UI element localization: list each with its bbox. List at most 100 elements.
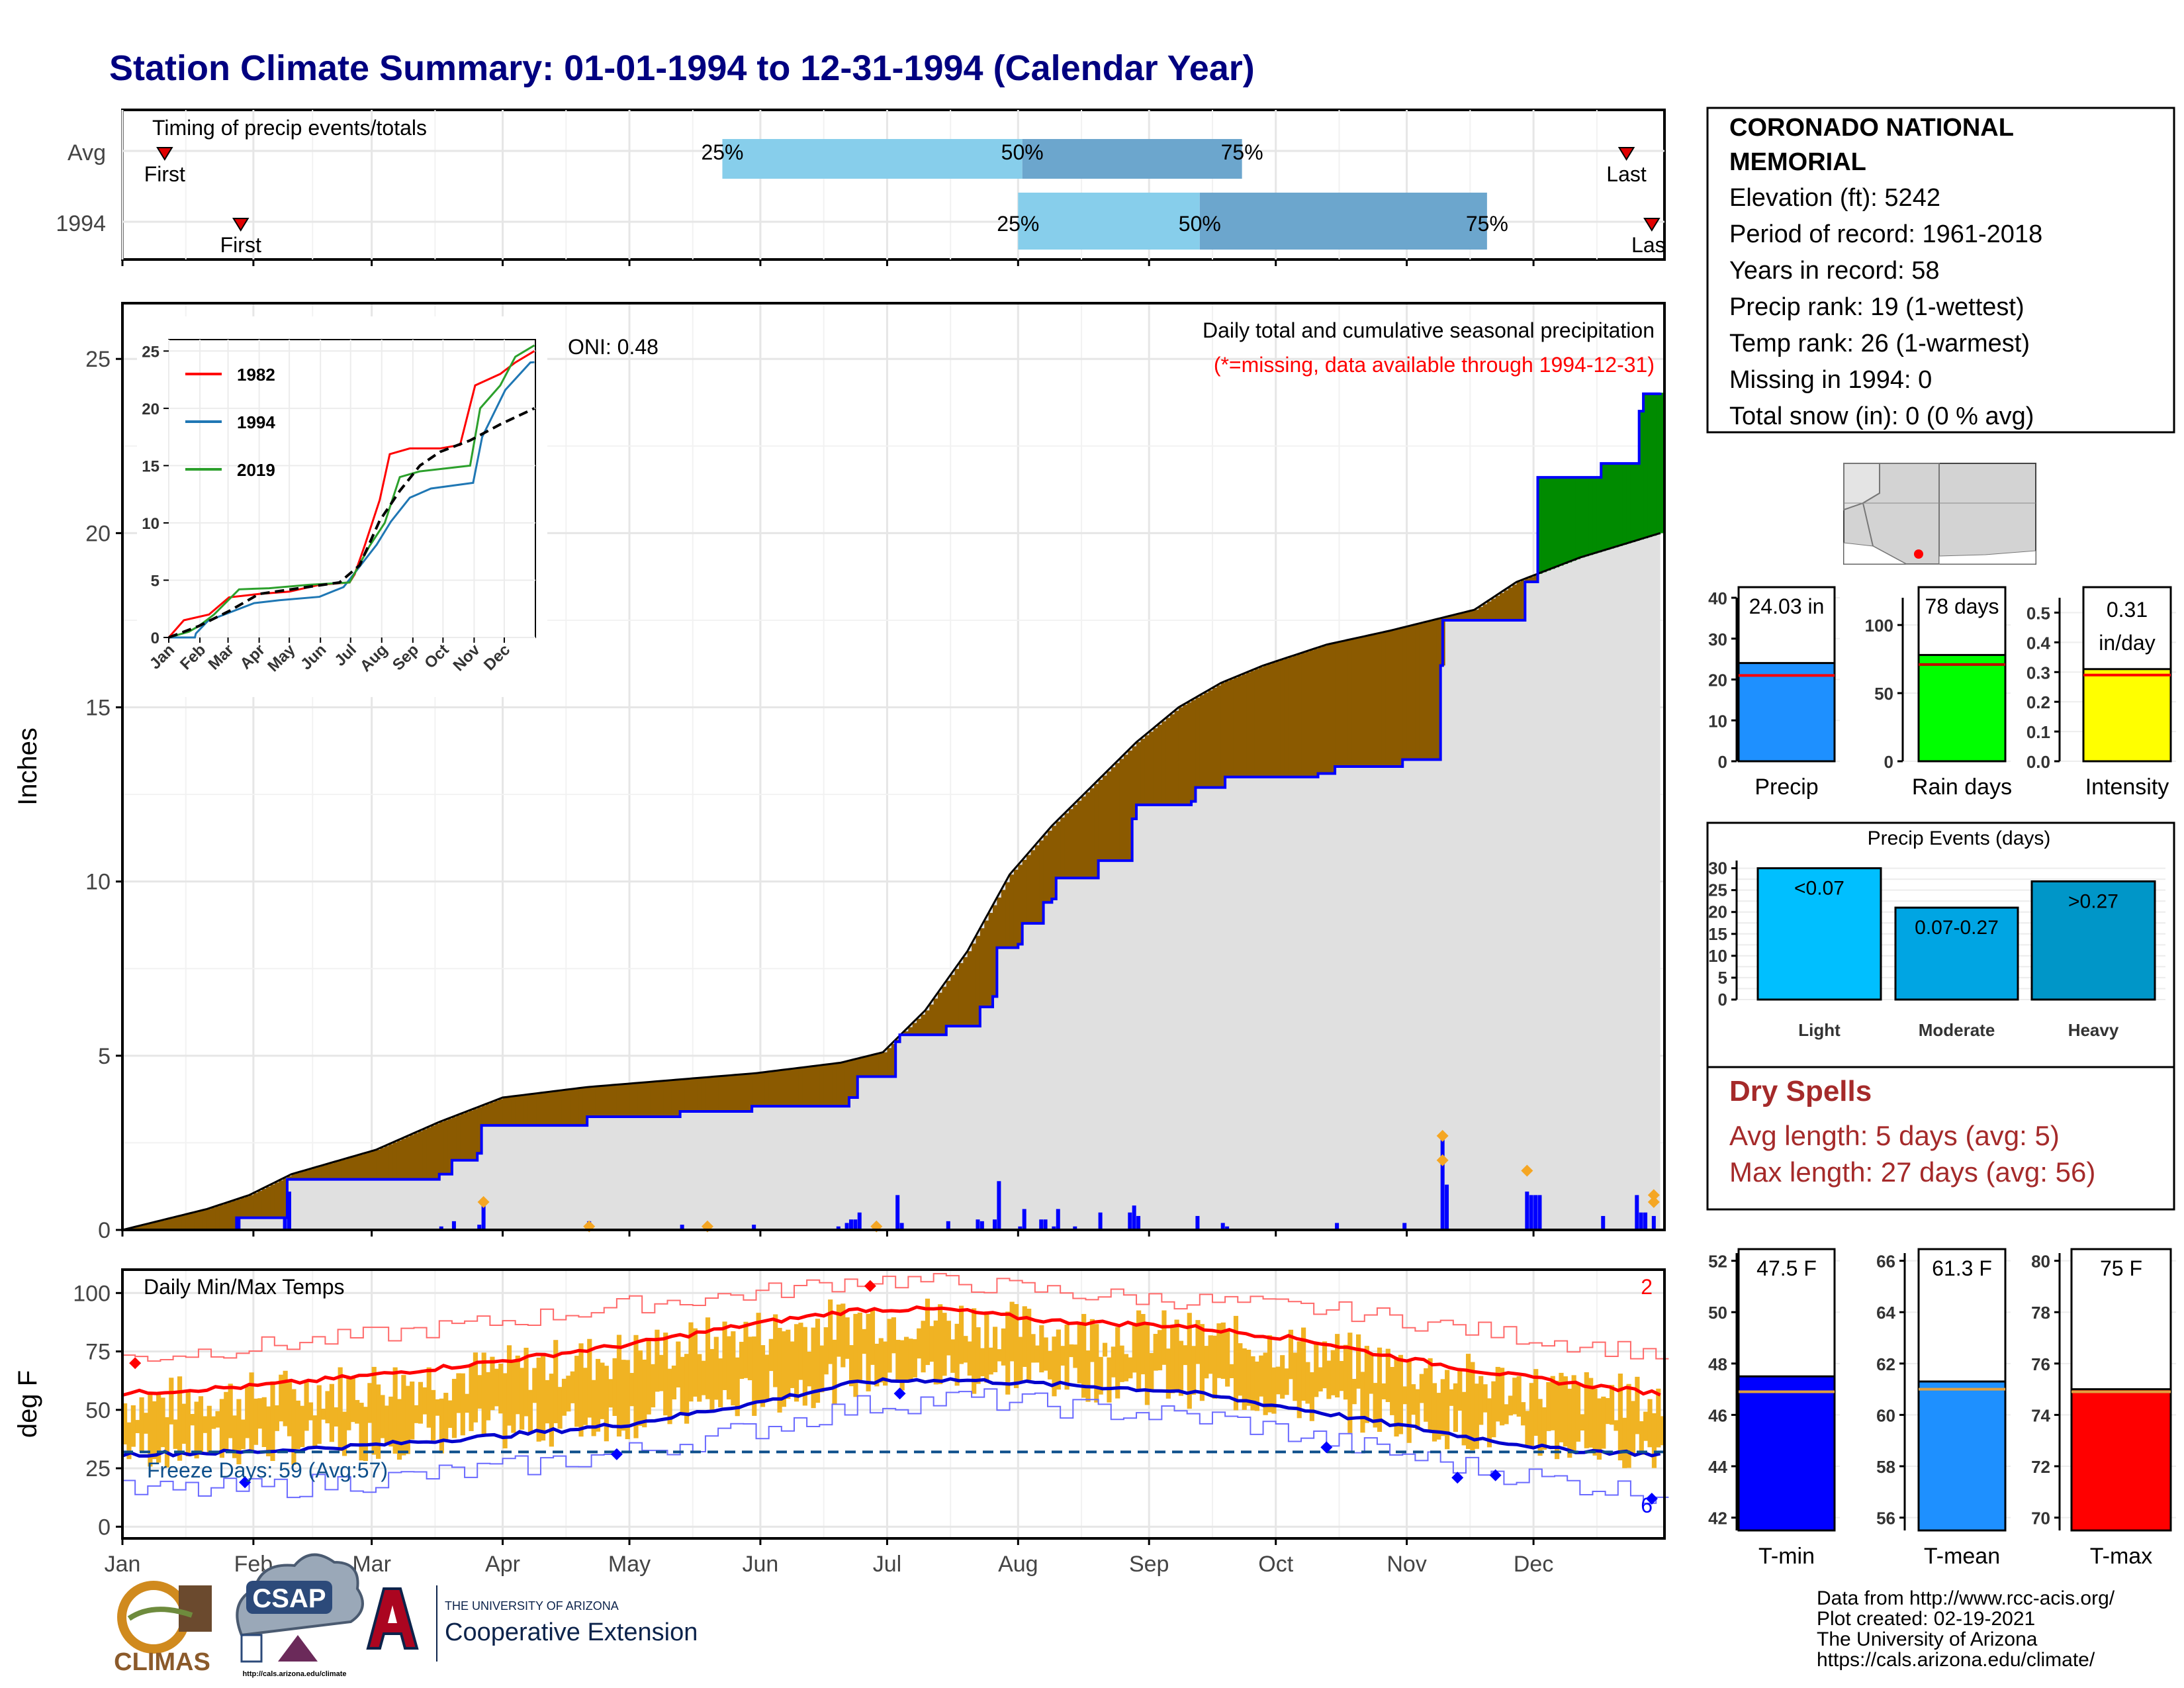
university-of-arizona-logo: THE UNIVERSITY OF ARIZONA Cooperative Ex… bbox=[366, 1585, 698, 1662]
daily-temp-range-bar bbox=[1428, 1358, 1433, 1430]
daily-temp-range-bar bbox=[232, 1415, 238, 1458]
bar-ytick-label: 74 bbox=[2031, 1405, 2050, 1425]
precip-deficit-area bbox=[1508, 587, 1513, 620]
precip-deficit-area bbox=[190, 1213, 195, 1230]
bar-value-label: 0.31 bbox=[2107, 598, 2148, 622]
precip-deficit-area bbox=[1293, 655, 1298, 777]
precip-deficit-area bbox=[616, 1084, 621, 1117]
daily-temp-range-bar bbox=[532, 1368, 537, 1403]
daily-temp-range-bar bbox=[545, 1380, 550, 1424]
daily-temp-range-bar bbox=[380, 1395, 385, 1438]
daily-temp-range-bar bbox=[1647, 1399, 1653, 1448]
daily-temp-range-bar bbox=[1432, 1383, 1437, 1442]
daily-temp-range-bar bbox=[891, 1317, 896, 1354]
events-bar-light bbox=[1756, 867, 1882, 1001]
daily-temp-range-bar bbox=[384, 1405, 389, 1444]
daily-temp-range-bar bbox=[1491, 1381, 1496, 1438]
daily-temp-range-bar bbox=[1115, 1327, 1120, 1399]
bar-ytick-label: 50 bbox=[1874, 684, 1893, 704]
first-event-marker bbox=[156, 147, 173, 161]
bar-ytick-label: 42 bbox=[1708, 1509, 1727, 1528]
precip-deficit-area bbox=[684, 1079, 689, 1112]
credit-line-1: Data from http://www.rcc-acis.org/ bbox=[1817, 1587, 2115, 1609]
daily-temp-range-bar bbox=[972, 1308, 977, 1394]
precip-deficit-area bbox=[773, 1071, 778, 1107]
daily-temp-range-bar bbox=[1077, 1324, 1082, 1383]
daily-temp-range-bar bbox=[1102, 1342, 1108, 1357]
daily-precip-bar bbox=[1643, 1212, 1648, 1230]
daily-temp-range-bar bbox=[152, 1401, 157, 1460]
precip-deficit-area bbox=[485, 1103, 490, 1126]
precip-surplus-area bbox=[1580, 477, 1585, 558]
daily-temp-range-bar bbox=[261, 1397, 267, 1448]
precip-deficit-area bbox=[1132, 746, 1137, 819]
precip-deficit-area bbox=[883, 1052, 888, 1077]
precip-deficit-area bbox=[1170, 714, 1175, 805]
precip-deficit-area bbox=[1525, 579, 1530, 583]
daily-precip-bar bbox=[1022, 1209, 1026, 1230]
daily-temp-range-bar bbox=[1541, 1407, 1547, 1450]
daily-temp-range-bar bbox=[836, 1304, 842, 1357]
precip-deficit-area bbox=[756, 1073, 761, 1107]
bar-value bbox=[1917, 653, 2007, 763]
precip-deficit-area bbox=[494, 1100, 499, 1126]
precip-deficit-area bbox=[1419, 623, 1424, 760]
daily-precip-bar bbox=[1195, 1215, 1200, 1230]
precip-surplus-area bbox=[1614, 463, 1619, 547]
daily-temp-range-bar bbox=[912, 1339, 917, 1378]
daily-temp-range-bar bbox=[338, 1367, 343, 1451]
precip-deficit-area bbox=[1212, 688, 1217, 788]
precip-deficit-area bbox=[473, 1109, 478, 1160]
daily-temp-range-bar bbox=[1546, 1382, 1551, 1431]
daily-temp-range-bar bbox=[671, 1365, 677, 1400]
precip-deficit-area bbox=[1107, 771, 1112, 861]
precip-deficit-area bbox=[591, 1086, 596, 1117]
daily-temp-range-bar bbox=[1187, 1313, 1192, 1409]
daily-temp-range-bar bbox=[794, 1324, 799, 1402]
bar-ytick-label: 80 bbox=[2031, 1252, 2050, 1272]
precip-deficit-area bbox=[1220, 682, 1226, 788]
precip-deficit-area bbox=[549, 1092, 554, 1126]
precip-deficit-area bbox=[532, 1094, 537, 1126]
precip-deficit-area bbox=[1314, 649, 1319, 777]
first-event-marker bbox=[232, 218, 250, 232]
daily-temp-range-bar bbox=[823, 1327, 829, 1375]
bar-value-label: 75 F bbox=[2100, 1256, 2142, 1280]
precip-deficit-area bbox=[388, 1144, 394, 1180]
precip-deficit-area bbox=[506, 1097, 512, 1126]
precip-deficit-area bbox=[917, 1019, 922, 1035]
mexico-region bbox=[1843, 542, 1907, 565]
daily-precip-bar bbox=[979, 1221, 984, 1230]
daily-precip-bar bbox=[857, 1212, 862, 1230]
precip-deficit-area bbox=[862, 1057, 867, 1077]
precip-deficit-area bbox=[359, 1154, 364, 1180]
daily-temp-range-bar bbox=[815, 1319, 821, 1403]
csap-logo-text: CSAP bbox=[252, 1584, 326, 1613]
precip-deficit-area bbox=[477, 1107, 482, 1154]
observed-cumulative-line bbox=[122, 392, 1662, 1231]
daily-temp-range-bar bbox=[160, 1397, 165, 1448]
daily-precip-bar bbox=[1537, 1195, 1542, 1230]
daily-temp-range-bar bbox=[1144, 1323, 1150, 1405]
precip-deficit-area bbox=[671, 1080, 676, 1117]
temp-ytick-label: 0 bbox=[98, 1515, 111, 1540]
daily-temp-range-bar bbox=[465, 1393, 470, 1413]
precip-deficit-area bbox=[701, 1078, 706, 1112]
daily-precip-bar bbox=[1018, 1226, 1023, 1230]
precip-deficit-area bbox=[870, 1055, 875, 1077]
events-category-label: Moderate bbox=[1919, 1020, 1995, 1040]
precip-deficit-area bbox=[148, 1223, 153, 1230]
station-elevation: Elevation (ft): 5242 bbox=[1729, 184, 1940, 212]
daily-temp-range-bar bbox=[938, 1304, 943, 1384]
daily-temp-range-bar bbox=[257, 1398, 263, 1429]
daily-temp-range-bar bbox=[832, 1339, 837, 1404]
precip-deficit-area bbox=[279, 1180, 284, 1218]
bar-ytick-label: 60 bbox=[1876, 1405, 1895, 1425]
daily-temp-range-bar bbox=[1550, 1376, 1555, 1430]
daily-temp-range-bar bbox=[773, 1314, 778, 1387]
precip-deficit-area bbox=[692, 1078, 698, 1112]
daily-temp-range-bar bbox=[1415, 1389, 1420, 1430]
bar-ytick-label: 20 bbox=[1708, 671, 1727, 690]
daily-temp-range-bar bbox=[1381, 1383, 1387, 1399]
